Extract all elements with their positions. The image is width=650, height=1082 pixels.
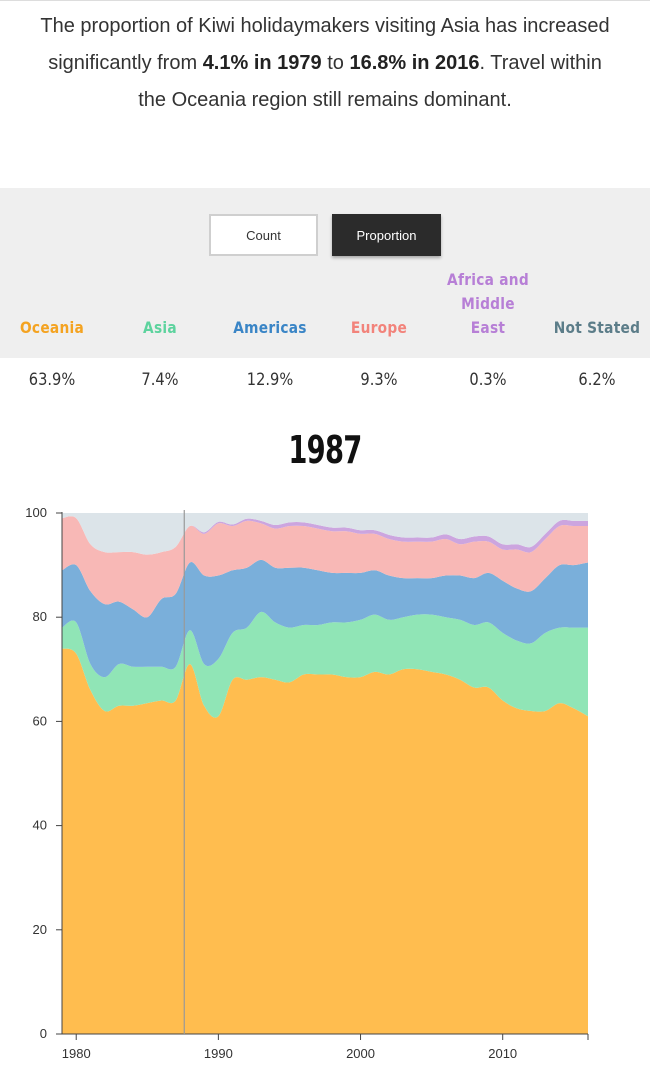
y-tick-label-0: 0 bbox=[40, 1026, 47, 1041]
legend-oceania[interactable]: Oceania bbox=[19, 318, 85, 337]
area-americas[interactable] bbox=[62, 559, 588, 678]
legend-asia[interactable]: Asia bbox=[143, 318, 177, 337]
proportion-toggle-button[interactable]: Proportion bbox=[332, 214, 441, 256]
value-asia: 7.4% bbox=[141, 370, 179, 390]
x-tick-label-2010: 2010 bbox=[488, 1046, 517, 1061]
y-tick-label-100: 100 bbox=[25, 505, 47, 520]
x-tick-label-1980: 1980 bbox=[62, 1046, 91, 1061]
area-europe[interactable] bbox=[62, 516, 588, 618]
legend-africa-middle-east[interactable]: Africa and Middle East bbox=[447, 270, 529, 337]
intro-text-2: to bbox=[321, 52, 350, 74]
y-tick-label-60: 60 bbox=[33, 713, 47, 728]
area-not-stated[interactable] bbox=[62, 513, 588, 555]
x-tick-label-1990: 1990 bbox=[204, 1046, 233, 1061]
legend-values: 63.9% 7.4% 12.9% 9.3% 0.3% 6.2% bbox=[0, 370, 650, 400]
selected-year: 1987 bbox=[288, 428, 362, 472]
legend-americas[interactable]: Americas bbox=[233, 318, 307, 337]
count-toggle-button[interactable]: Count bbox=[209, 214, 318, 256]
value-africa-middle-east: 0.3% bbox=[469, 370, 507, 390]
value-europe: 9.3% bbox=[360, 370, 398, 390]
value-not-stated: 6.2% bbox=[578, 370, 616, 390]
intro-text-1: The proportion of Kiwi holidaymakers vis… bbox=[40, 15, 610, 74]
area-asia[interactable] bbox=[62, 611, 588, 718]
intro-highlight-2: 16.8% in 2016 bbox=[349, 52, 480, 74]
stacked-area-chart[interactable]: 0 20 40 60 80 100 1980 1990 2000 2010 bbox=[0, 490, 650, 1082]
legend-europe[interactable]: Europe bbox=[350, 318, 408, 337]
x-tick-label-2000: 2000 bbox=[346, 1046, 375, 1061]
area-oceania[interactable] bbox=[62, 648, 588, 1034]
top-divider bbox=[0, 0, 650, 1]
y-tick-label-20: 20 bbox=[33, 922, 47, 937]
intro-text-3: . Travel within the Oceania region still… bbox=[138, 52, 602, 111]
intro-highlight-1: 4.1% in 1979 bbox=[202, 52, 322, 74]
value-americas: 12.9% bbox=[246, 370, 294, 390]
intro-paragraph: The proportion of Kiwi holidaymakers vis… bbox=[40, 8, 610, 119]
y-tick-label-40: 40 bbox=[33, 818, 47, 833]
legend-not-stated[interactable]: Not Stated bbox=[553, 318, 641, 337]
y-tick-label-80: 80 bbox=[33, 609, 47, 624]
value-oceania: 63.9% bbox=[28, 370, 76, 390]
legend: Oceania Asia Americas Europe Africa and … bbox=[0, 270, 650, 358]
controls-panel: Count Proportion bbox=[0, 188, 650, 358]
